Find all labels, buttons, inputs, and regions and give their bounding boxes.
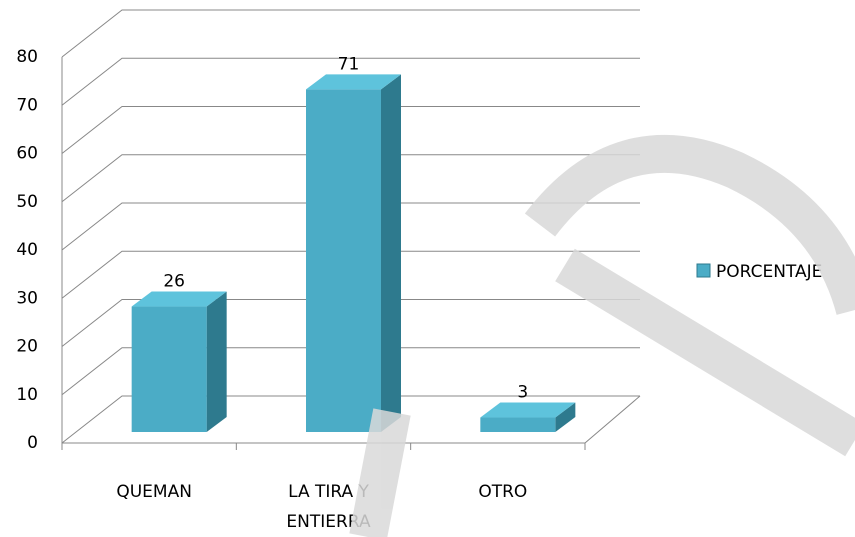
y-tick-label: 10 [16,385,38,405]
bar-top [480,402,576,418]
bar-side [555,402,576,432]
x-tick-label: QUEMAN [116,482,192,502]
grid-line [61,395,640,444]
bar [480,402,576,432]
legend-label: PORCENTAJE [716,262,822,282]
grid-line [61,154,640,203]
bar-front [131,306,207,432]
bar-front [306,89,381,433]
x-tick-label: LA TIRA Y ENTIERRA [286,482,371,532]
y-tick-label: 50 [16,192,38,212]
grid-line [61,202,640,251]
bar-top [306,74,401,90]
grid-line [61,299,640,347]
grid-line [61,347,640,396]
grid-line [61,106,640,154]
watermark-stroke [555,248,855,457]
watermark [349,134,855,537]
bar-top [131,291,227,307]
y-tick-label: 20 [16,337,38,357]
watermark-stroke [524,134,855,316]
y-tick-label: 60 [16,144,38,164]
bar-side [381,74,401,433]
watermark-stroke [349,408,411,537]
bar-front [480,417,556,432]
data-label: 26 [163,272,185,292]
data-label: 71 [338,54,360,74]
grid-line [61,250,640,299]
legend-swatch [696,263,711,278]
y-tick-label: 40 [16,240,38,260]
data-label: 3 [517,383,528,403]
bar-side [206,291,227,432]
y-tick-label: 80 [16,47,38,67]
grid-line [61,9,640,58]
y-tick-label: 30 [16,288,38,308]
bar [131,291,227,432]
y-tick-label: 70 [16,95,38,115]
x-tick-label: OTRO [478,482,527,502]
y-tick-label: 0 [27,433,38,453]
bar [306,74,401,433]
grid-line [61,57,640,106]
